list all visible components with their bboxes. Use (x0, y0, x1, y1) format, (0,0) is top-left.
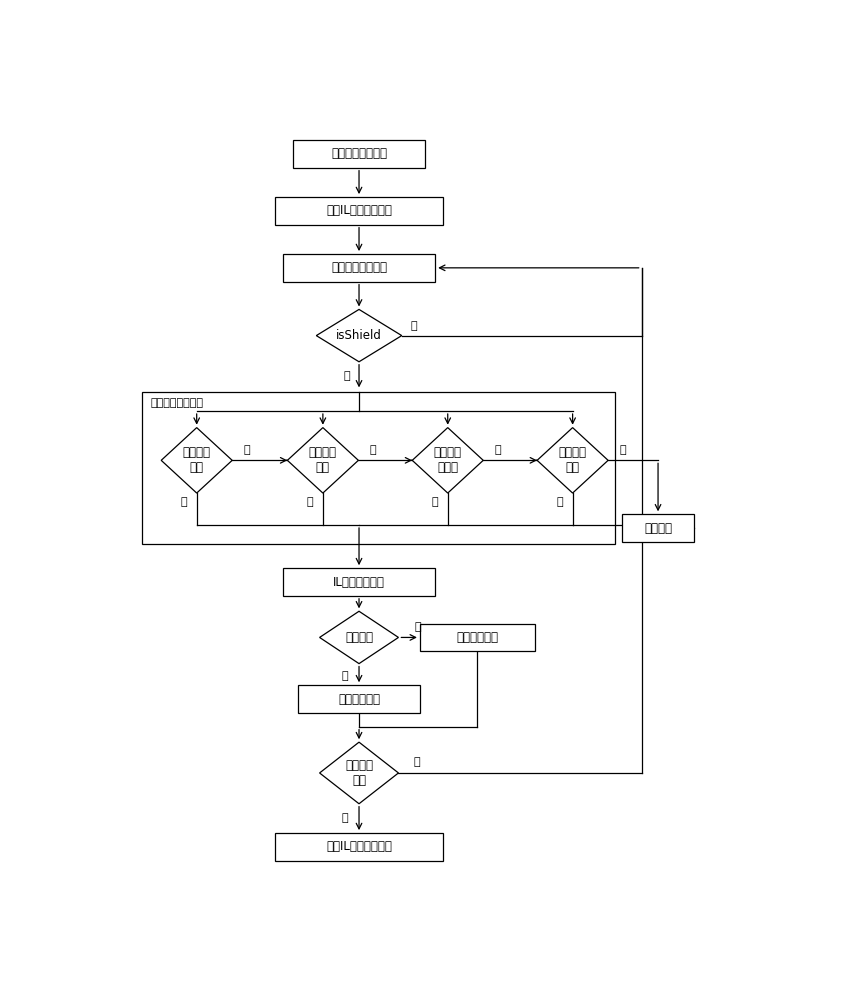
Polygon shape (320, 611, 399, 664)
Text: 否: 否 (344, 371, 350, 381)
Text: 梯形图转换预处理: 梯形图转换预处理 (150, 398, 203, 408)
Text: 否: 否 (306, 497, 313, 507)
Bar (276, 833, 443, 861)
Text: 遍历子梯形图网络: 遍历子梯形图网络 (331, 261, 387, 274)
Text: 子梯形图程序转换: 子梯形图程序转换 (331, 147, 387, 160)
Bar (276, 197, 443, 225)
Bar (298, 685, 420, 713)
Polygon shape (161, 428, 232, 493)
Polygon shape (287, 428, 359, 493)
Bar (622, 514, 695, 542)
Text: 否: 否 (432, 497, 438, 507)
Text: 报错处理: 报错处理 (644, 522, 672, 535)
Text: 多行算法转换: 多行算法转换 (456, 631, 499, 644)
Text: 否: 否 (181, 497, 187, 507)
Text: 是: 是 (341, 813, 348, 823)
Text: 单行算法转换: 单行算法转换 (338, 693, 380, 706)
Text: 否: 否 (556, 497, 563, 507)
Text: 是: 是 (619, 445, 626, 455)
Text: 否: 否 (415, 622, 421, 632)
Text: 返回IL语言转换结果: 返回IL语言转换结果 (326, 840, 392, 853)
Polygon shape (320, 742, 399, 804)
Text: 是否完成
遍历: 是否完成 遍历 (345, 759, 373, 787)
Text: isShield: isShield (336, 329, 382, 342)
Bar (420, 624, 535, 651)
Bar (293, 140, 425, 168)
Text: 是: 是 (341, 671, 348, 681)
Bar (283, 568, 434, 596)
Polygon shape (412, 428, 483, 493)
Text: 网络是否
断路: 网络是否 断路 (309, 446, 337, 474)
Text: 网络是否
短路: 网络是否 短路 (559, 446, 587, 474)
Text: 网络是否
为空: 网络是否 为空 (182, 446, 210, 474)
Polygon shape (537, 428, 608, 493)
Text: 是否单行: 是否单行 (345, 631, 373, 644)
Text: 否: 否 (414, 757, 420, 767)
Text: 清空IL语言存放容器: 清空IL语言存放容器 (326, 204, 392, 217)
Text: 是: 是 (410, 321, 417, 331)
Text: IL语言转换处理: IL语言转换处理 (333, 576, 385, 588)
Text: 是: 是 (243, 445, 250, 455)
Text: 是: 是 (370, 445, 377, 455)
Text: 是: 是 (494, 445, 501, 455)
Bar (142, 392, 616, 544)
Bar (283, 254, 434, 282)
Text: 网络是否
被分割: 网络是否 被分割 (433, 446, 462, 474)
Polygon shape (316, 309, 402, 362)
